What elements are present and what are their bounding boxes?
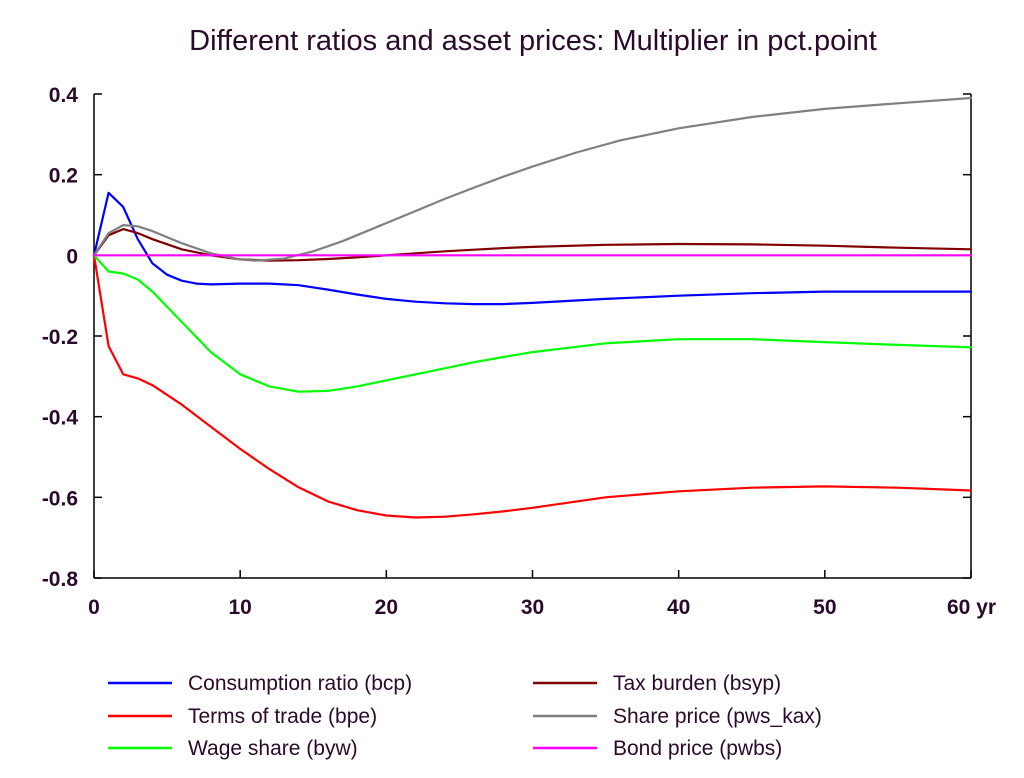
y-tick-label: -0.4: [42, 407, 79, 430]
series-line-1: [92, 254, 973, 519]
x-tick-label: 10: [228, 596, 251, 619]
legend-label-4: Share price (pws_kax): [613, 705, 822, 728]
series-line-0: [92, 191, 973, 306]
plot-area: 0.4 0.2 0 -0.2 -0.4 -0.6 -0.8 0 10 20 30 40 50 60 yr: [42, 84, 996, 619]
x-tick-label: 30: [521, 596, 544, 619]
chart-title: Different ratios and asset prices: Multi…: [189, 25, 877, 57]
x-tick-label: 60 yr: [947, 596, 996, 619]
y-tick-label: -0.2: [42, 326, 78, 349]
x-tick-label: 50: [813, 596, 836, 619]
legend-label-5: Bond price (pwbs): [613, 737, 782, 760]
legend-label-1: Terms of trade (bpe): [188, 705, 377, 728]
series-line-4: [92, 96, 973, 262]
legend-label-0: Consumption ratio (bcp): [188, 672, 412, 695]
x-ticks: 0 10 20 30 40 50 60 yr: [88, 570, 996, 619]
x-tick-label: 20: [375, 596, 398, 619]
legend: Consumption ratio (bcp) Terms of trade (b…: [108, 672, 822, 760]
y-tick-label: -0.6: [42, 487, 78, 510]
y-tick-label: 0.4: [49, 84, 79, 107]
y-ticks: 0.4 0.2 0 -0.2 -0.4 -0.6 -0.8: [42, 84, 971, 591]
legend-label-2: Wage share (byw): [188, 737, 358, 760]
y-tick-label: -0.8: [42, 568, 79, 591]
y-tick-label: 0.2: [49, 165, 78, 188]
series-line-2: [92, 254, 973, 393]
x-tick-label: 0: [88, 596, 100, 619]
x-tick-label: 40: [667, 596, 690, 619]
series-lines: [92, 96, 973, 519]
y-tick-label: 0: [66, 245, 78, 268]
legend-label-3: Tax burden (bsyp): [613, 672, 781, 695]
